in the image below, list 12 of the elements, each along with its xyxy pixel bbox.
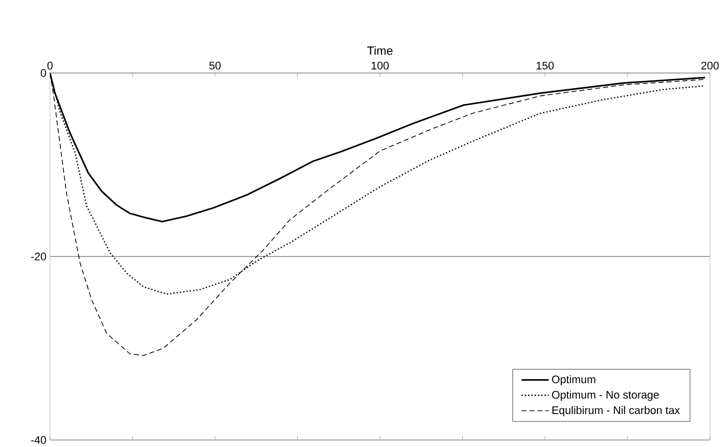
legend-label: Equlibirum - Nil carbon tax bbox=[552, 406, 680, 416]
y-tick-label: -40 bbox=[31, 436, 46, 444]
x-tick-label: 200 bbox=[701, 62, 719, 70]
legend-label: Optimum bbox=[552, 375, 596, 386]
x-tick-label: 100 bbox=[372, 62, 389, 70]
x-axis-title: Time bbox=[367, 46, 393, 55]
y-tick-label: -20 bbox=[31, 252, 46, 260]
x-tick-label: 0 bbox=[47, 62, 53, 70]
y-tick-label: 0 bbox=[40, 69, 46, 77]
x-tick-label: 50 bbox=[209, 62, 221, 70]
legend-label: Optimum - No storage bbox=[552, 390, 659, 401]
x-tick-label: 150 bbox=[536, 62, 554, 70]
